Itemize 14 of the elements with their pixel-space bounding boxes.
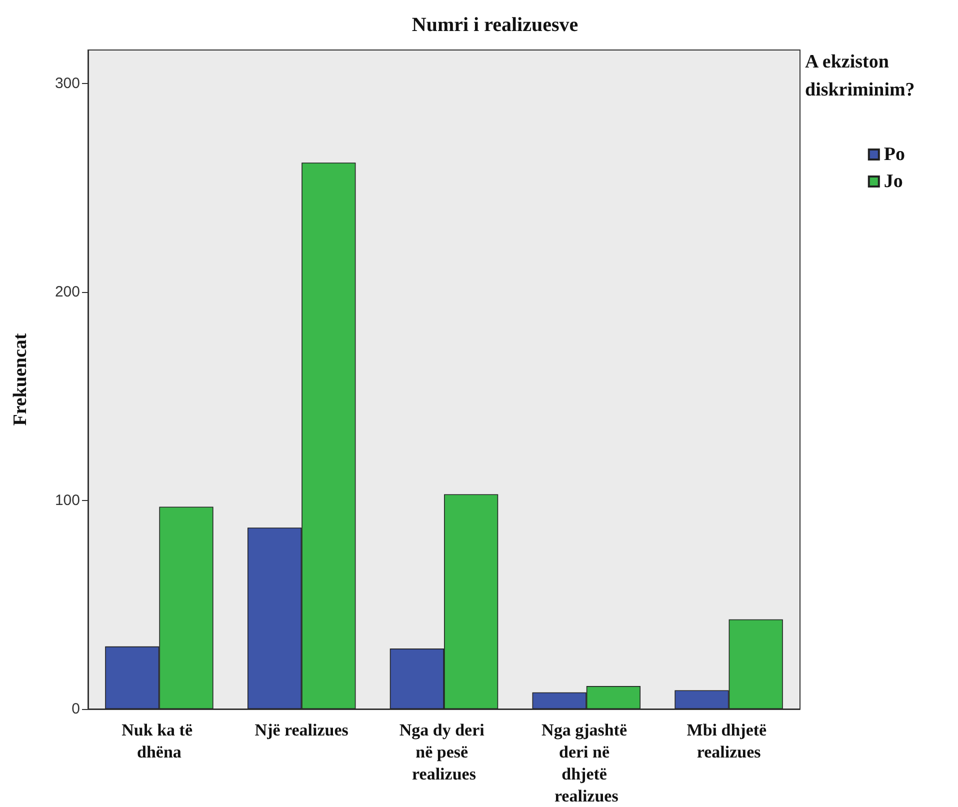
legend-label: Po bbox=[884, 144, 906, 165]
x-tick-label: Nga dy deri në pesë realizues bbox=[399, 720, 489, 784]
x-tick-label: Nuk ka të dhëna bbox=[122, 720, 197, 762]
y-tick-label: 200 bbox=[54, 283, 80, 300]
x-tick-label: Një realizues bbox=[254, 720, 349, 740]
x-tick-label: Mbi dhjetë realizues bbox=[686, 720, 771, 762]
y-axis-title: Frekuencat bbox=[10, 332, 31, 426]
y-tick-label: 100 bbox=[54, 492, 80, 509]
y-tick-label: 0 bbox=[72, 700, 80, 718]
x-tick-label: Nga gjashtë deri në dhjetë realizues bbox=[542, 720, 632, 806]
legend-label: Jo bbox=[884, 171, 903, 192]
chart-title: Numri i realizuesve bbox=[412, 14, 578, 36]
legend-title: A ekziston diskriminim? bbox=[805, 52, 915, 100]
y-tick-label: 300 bbox=[54, 74, 80, 92]
